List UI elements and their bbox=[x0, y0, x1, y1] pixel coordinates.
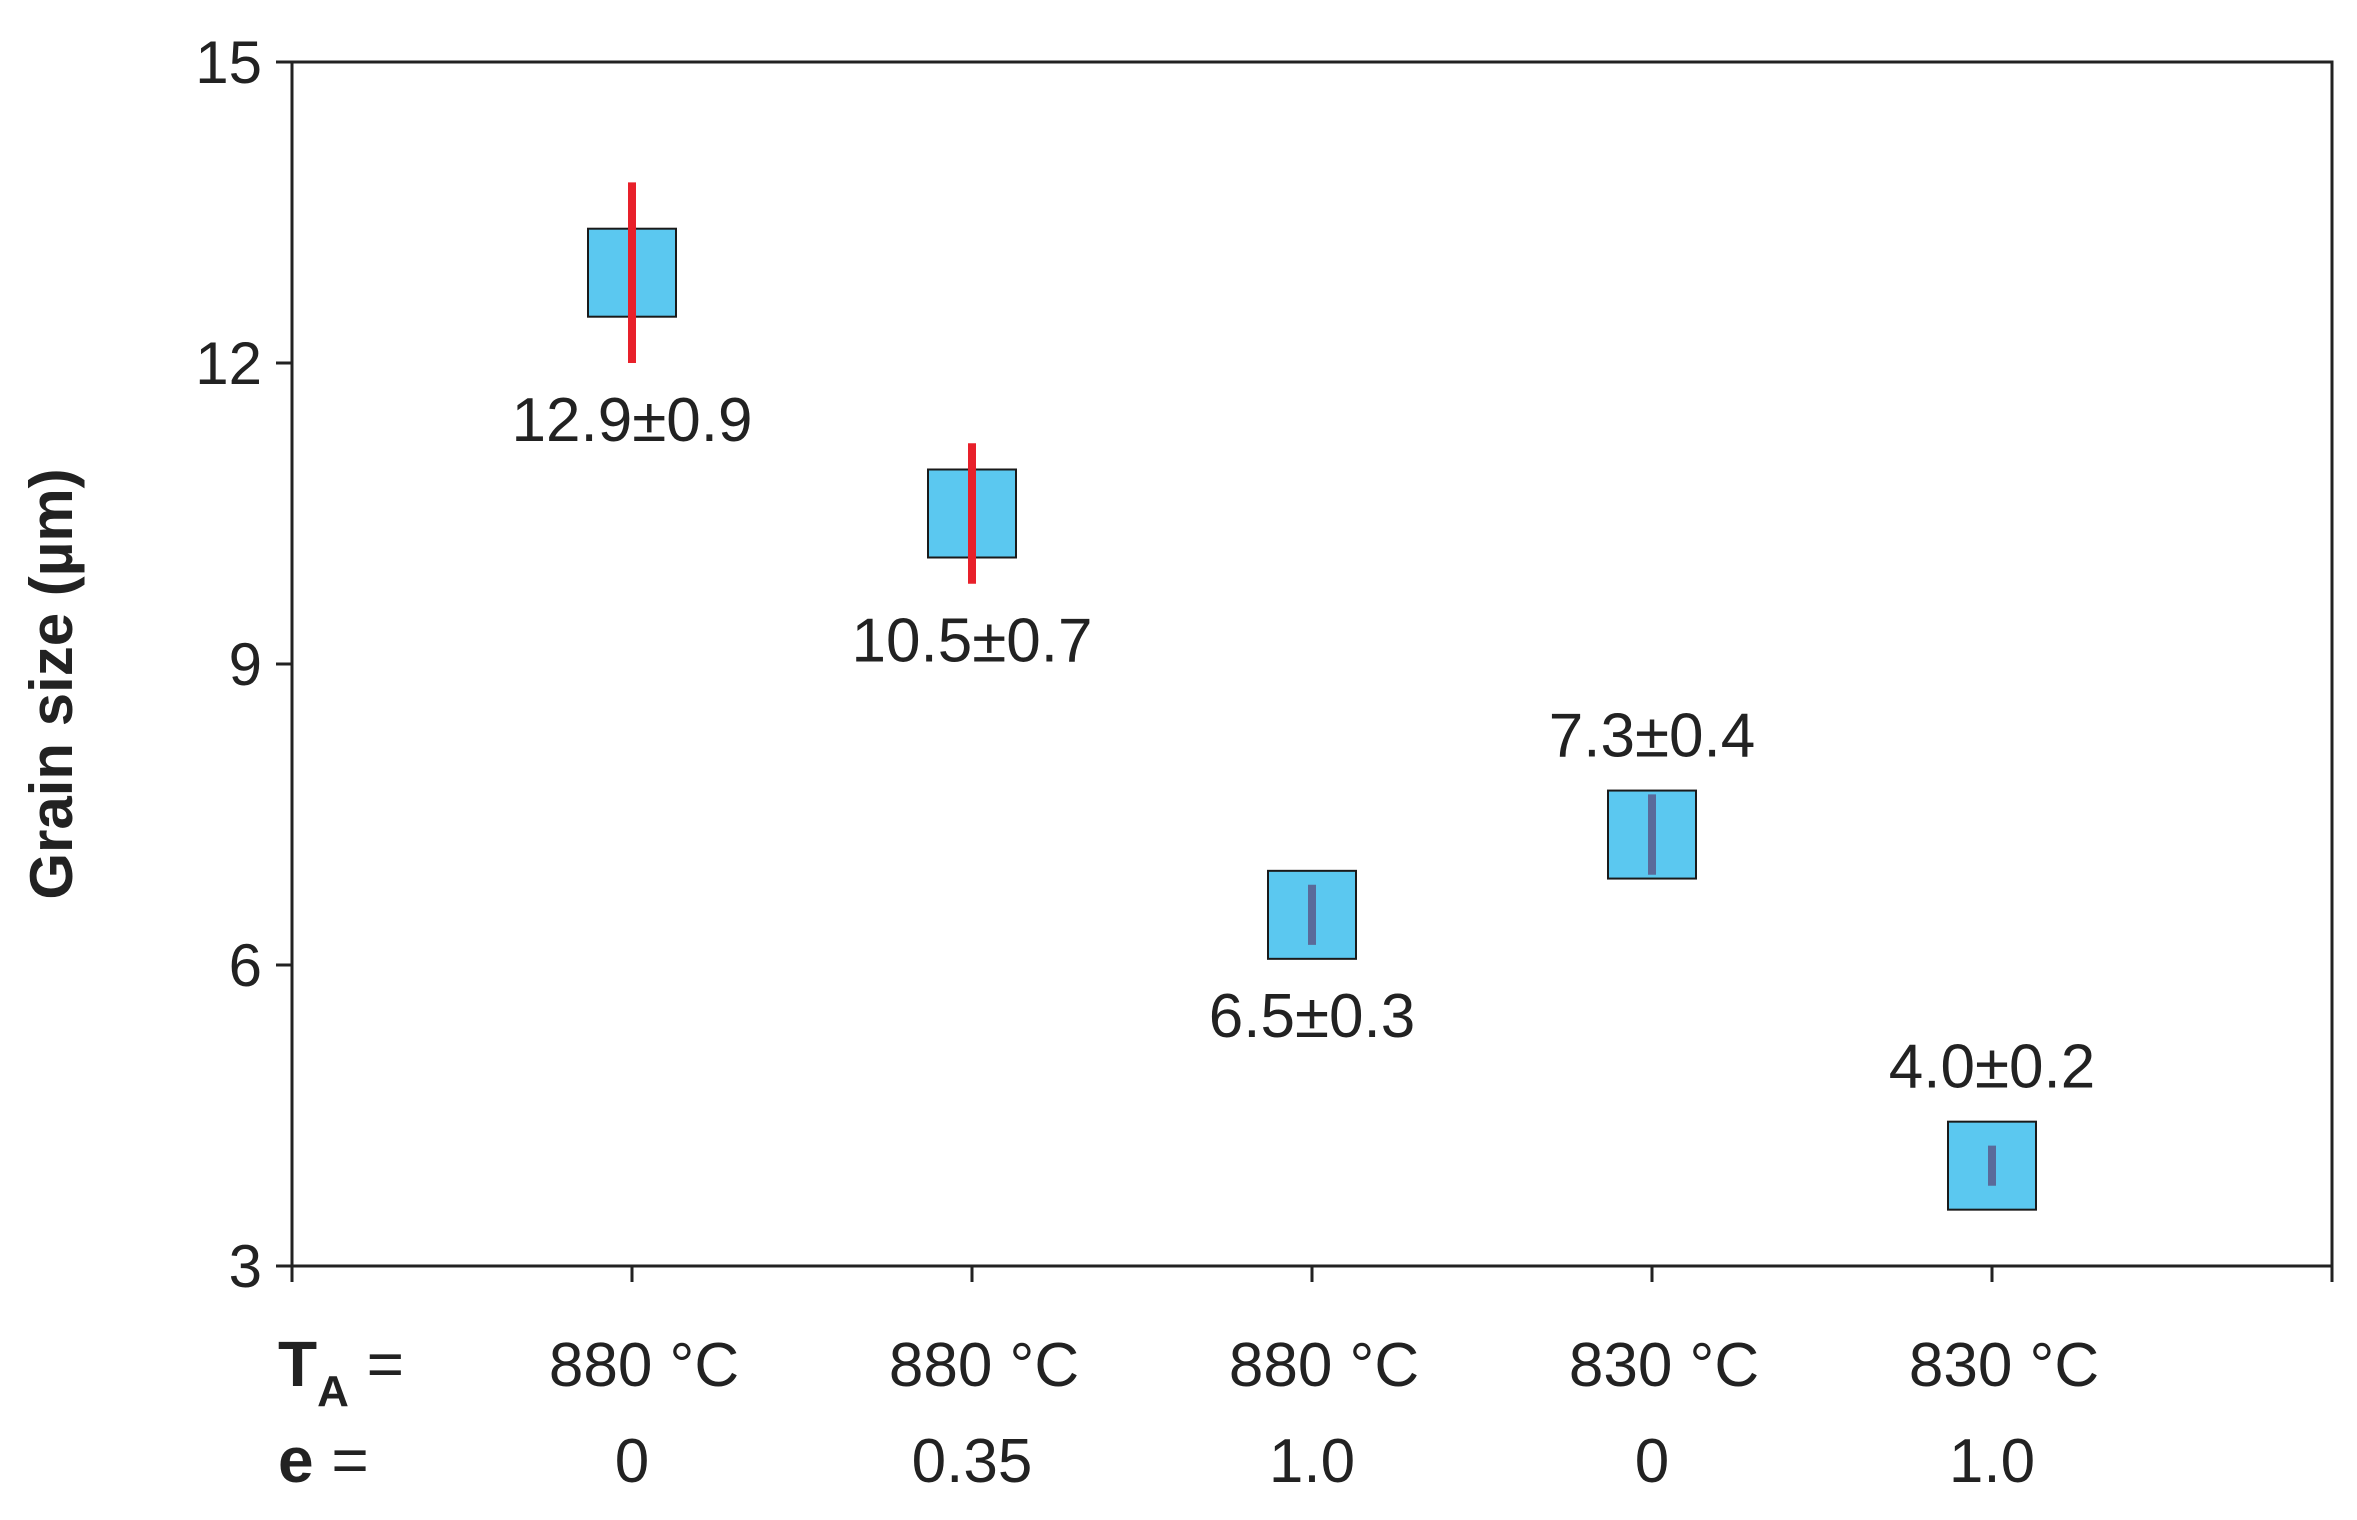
e-row-label: e = bbox=[278, 1424, 369, 1496]
category-ta-label: 880 °C bbox=[1229, 1331, 1419, 1400]
category-e-label: 0 bbox=[1635, 1427, 1669, 1496]
data-value-label: 7.3±0.4 bbox=[1549, 702, 1755, 771]
data-labels: 12.9±0.9 10.5±0.7 6.5±0.3 7.3±0.4 4.0±0.2 bbox=[512, 386, 2096, 1102]
y-axis-title: Grain size (µm) bbox=[18, 468, 85, 899]
e-symbol: e bbox=[278, 1424, 314, 1496]
data-markers bbox=[587, 182, 2037, 1211]
category-ta-label: 880 °C bbox=[549, 1331, 739, 1400]
data-value-label: 4.0±0.2 bbox=[1889, 1033, 2095, 1102]
e-equals: = bbox=[314, 1424, 369, 1496]
ta-row-label: TA = bbox=[278, 1328, 404, 1416]
y-tick-label: 15 bbox=[195, 29, 262, 96]
data-value-label: 12.9±0.9 bbox=[512, 386, 753, 455]
category-e-label: 0 bbox=[615, 1427, 649, 1496]
category-e-label: 0.35 bbox=[912, 1427, 1033, 1496]
y-axis: 3 6 9 12 15 bbox=[195, 29, 292, 1300]
category-ta-label: 830 °C bbox=[1909, 1331, 2099, 1400]
x-axis bbox=[290, 1266, 2334, 1282]
data-value-label: 10.5±0.7 bbox=[852, 607, 1093, 676]
ta-symbol: T bbox=[278, 1328, 317, 1400]
category-e-label: 1.0 bbox=[1269, 1427, 1355, 1496]
ta-subscript: A bbox=[317, 1367, 349, 1416]
y-tick-label: 12 bbox=[195, 330, 262, 397]
y-tick-label: 3 bbox=[229, 1233, 262, 1300]
category-ta-label: 830 °C bbox=[1569, 1331, 1759, 1400]
data-value-label: 6.5±0.3 bbox=[1209, 982, 1415, 1051]
category-e-label: 1.0 bbox=[1949, 1427, 2035, 1496]
ta-equals: = bbox=[349, 1328, 404, 1400]
y-tick-label: 6 bbox=[229, 932, 262, 999]
y-tick-label: 9 bbox=[229, 631, 262, 698]
category-ta-label: 880 °C bbox=[889, 1331, 1079, 1400]
